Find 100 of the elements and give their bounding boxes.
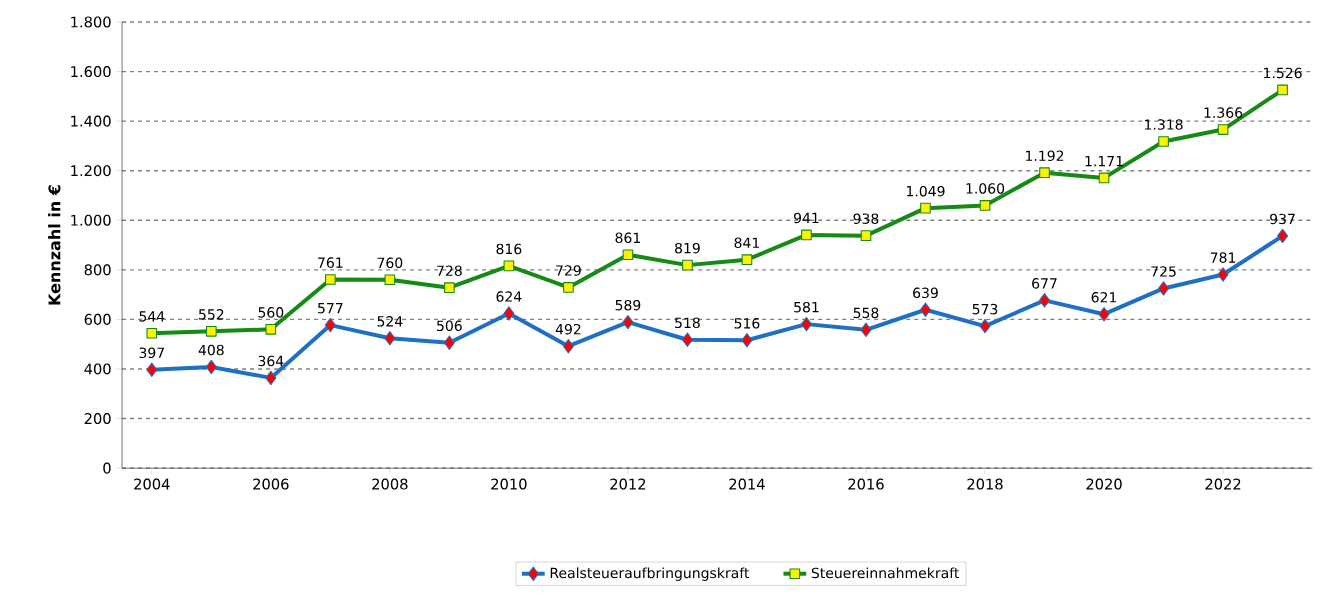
point xyxy=(979,318,991,334)
x-tick-label: 2006 xyxy=(253,478,289,490)
data-label: 781 xyxy=(1210,252,1236,263)
point xyxy=(443,335,455,350)
point xyxy=(324,317,336,333)
point xyxy=(1039,167,1050,178)
data-label: 1.060 xyxy=(966,183,1005,194)
y-tick-label: 200 xyxy=(84,412,111,425)
point xyxy=(1217,124,1229,135)
data-label: 1.366 xyxy=(1204,107,1243,118)
point xyxy=(741,254,753,265)
data-label: 621 xyxy=(1091,291,1117,303)
legend-label: Realsteueraufbringungskraft xyxy=(550,567,750,581)
data-label: 1.526 xyxy=(1264,67,1302,79)
point xyxy=(1158,281,1170,296)
y-tick-label: 1.800 xyxy=(71,16,111,28)
y-tick-label: 1.600 xyxy=(71,65,111,78)
x-tick-label: 2016 xyxy=(848,478,884,490)
data-label: 1.192 xyxy=(1026,150,1064,161)
point xyxy=(562,338,574,354)
data-label: 1.049 xyxy=(906,185,945,197)
data-label: 941 xyxy=(793,212,819,224)
data-label: 760 xyxy=(377,257,403,269)
point xyxy=(622,314,634,330)
point xyxy=(741,332,753,348)
data-label: 552 xyxy=(199,309,224,320)
point xyxy=(1038,293,1051,308)
data-label: 577 xyxy=(318,302,343,314)
legend-label: Steuereinnahmekraft xyxy=(811,567,960,579)
x-tick-label: 2022 xyxy=(1205,478,1241,490)
data-label: 761 xyxy=(318,257,343,268)
data-label: 725 xyxy=(1151,266,1176,277)
point xyxy=(860,230,872,241)
data-label: 938 xyxy=(853,213,879,224)
data-label: 1.318 xyxy=(1145,119,1183,130)
data-label: 560 xyxy=(258,307,284,318)
x-tick-label: 2018 xyxy=(967,478,1003,490)
data-label: 841 xyxy=(734,237,760,248)
point xyxy=(682,259,693,271)
point xyxy=(1158,136,1169,147)
point xyxy=(384,330,396,346)
point xyxy=(860,322,872,337)
y-tick-label: 800 xyxy=(84,264,111,276)
data-label: 492 xyxy=(555,323,581,335)
data-label: 516 xyxy=(734,317,760,329)
data-label: 544 xyxy=(139,311,165,322)
point xyxy=(563,282,574,293)
x-tick-label: 2004 xyxy=(134,478,170,490)
data-label: 816 xyxy=(496,243,522,255)
x-tick-label: 2020 xyxy=(1086,478,1122,490)
point xyxy=(1277,228,1289,244)
data-label: 624 xyxy=(496,291,522,302)
data-label: 1.171 xyxy=(1085,155,1123,167)
y-tick-label: 0 xyxy=(103,462,111,474)
data-label: 729 xyxy=(556,265,581,276)
data-label: 728 xyxy=(437,265,462,276)
point xyxy=(1098,306,1110,322)
data-label: 573 xyxy=(972,303,998,315)
y-tick-label: 1.200 xyxy=(71,165,111,177)
y-tick-label: 1.400 xyxy=(71,115,111,127)
data-label: 408 xyxy=(198,344,224,356)
point xyxy=(979,200,991,211)
point xyxy=(1277,84,1288,96)
point xyxy=(801,229,812,241)
data-label: 639 xyxy=(913,287,938,299)
data-label: 506 xyxy=(437,320,462,331)
point xyxy=(622,249,634,260)
data-label: 397 xyxy=(139,347,164,358)
data-label: 589 xyxy=(615,299,641,311)
data-label: 937 xyxy=(1270,213,1295,225)
point xyxy=(919,302,932,317)
x-tick-label: 2010 xyxy=(491,478,527,490)
y-tick-label: 1.000 xyxy=(71,214,111,226)
data-label: 558 xyxy=(853,307,879,319)
point xyxy=(265,323,277,335)
point xyxy=(1098,172,1110,184)
point xyxy=(1217,267,1229,282)
point xyxy=(146,327,158,339)
point xyxy=(920,202,931,214)
x-tick-label: 2014 xyxy=(729,478,765,490)
point xyxy=(146,362,158,377)
point xyxy=(265,370,277,386)
point xyxy=(800,316,812,332)
point xyxy=(205,359,217,375)
data-label: 364 xyxy=(258,355,284,367)
data-label: 518 xyxy=(675,317,700,329)
data-label: 581 xyxy=(794,301,819,313)
point xyxy=(384,274,396,286)
y-tick-label: 400 xyxy=(84,363,111,375)
point xyxy=(503,260,515,272)
data-label: 819 xyxy=(675,242,700,254)
x-tick-label: 2012 xyxy=(610,478,646,490)
point xyxy=(503,306,515,321)
x-tick-label: 2008 xyxy=(372,478,408,490)
data-label: 524 xyxy=(377,315,403,327)
point xyxy=(205,325,217,337)
data-label: 861 xyxy=(615,232,640,243)
point xyxy=(325,274,336,285)
point xyxy=(444,282,455,293)
data-label: 677 xyxy=(1032,278,1057,289)
